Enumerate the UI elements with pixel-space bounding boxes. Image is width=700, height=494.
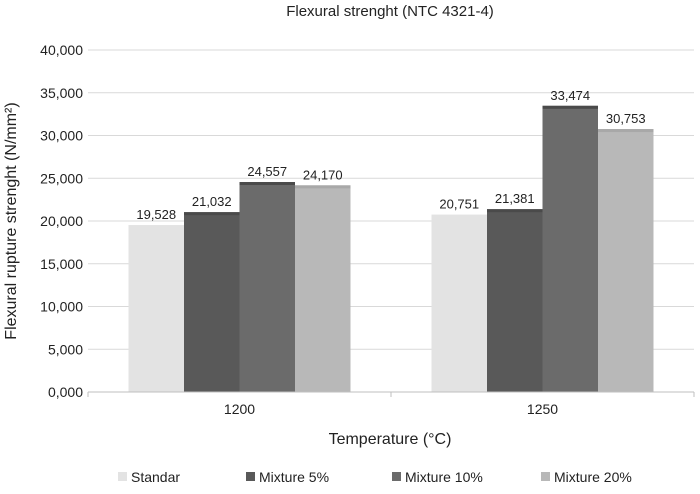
y-tick-label: 20,000 <box>40 213 83 229</box>
y-tick-label: 35,000 <box>40 85 83 101</box>
legend-swatch <box>392 472 401 481</box>
legend-label: Mixture 20% <box>554 469 632 485</box>
legend-label: Mixture 5% <box>259 469 329 485</box>
x-tick-label: 1250 <box>527 401 558 417</box>
bar-top <box>598 129 654 133</box>
bar <box>487 209 543 392</box>
bar-top <box>487 209 543 213</box>
data-label: 21,381 <box>495 191 535 206</box>
y-tick-label: 30,000 <box>40 128 83 144</box>
bar <box>542 105 598 392</box>
x-axis-label: Temperature (°C) <box>329 431 452 448</box>
legend-label: Mixture 10% <box>405 469 483 485</box>
data-labels: 19,528 21,032 24,557 24,170 20,751 21,381 33,4… <box>136 88 645 222</box>
y-tick-label: 15,000 <box>40 256 83 272</box>
bars <box>128 105 654 393</box>
y-tick-label: 0,000 <box>48 384 83 400</box>
bar-top <box>295 185 351 189</box>
bar-top <box>184 212 240 216</box>
x-tick-labels: 1200 1250 <box>87 392 695 417</box>
bar <box>431 214 487 392</box>
data-label: 30,753 <box>606 111 646 126</box>
bar <box>598 129 654 393</box>
data-label: 20,751 <box>439 197 479 212</box>
y-tick-label: 5,000 <box>48 341 83 357</box>
legend-swatch <box>118 472 127 481</box>
bar-top <box>239 182 295 186</box>
chart-title: Flexural strenght (NTC 4321-4) <box>286 3 494 20</box>
data-label: 24,170 <box>303 167 343 182</box>
bar <box>239 182 295 392</box>
y-tick-label: 40,000 <box>40 42 83 58</box>
y-tick-label: 10,000 <box>40 299 83 315</box>
data-label: 21,032 <box>192 194 232 209</box>
y-axis-label: Flexural rupture strenght (N/mm²) <box>3 102 20 339</box>
data-label: 19,528 <box>136 207 176 222</box>
legend-swatch <box>246 472 255 481</box>
y-tick-label: 25,000 <box>40 170 83 186</box>
bar-top <box>542 105 598 109</box>
bar <box>128 225 184 392</box>
legend-swatch <box>541 472 550 481</box>
legend: Standar Mixture 5% Mixture 10% Mixture 20% <box>118 469 632 485</box>
bar <box>184 212 240 392</box>
data-label: 24,557 <box>247 164 287 179</box>
x-tick-label: 1200 <box>224 401 255 417</box>
y-tick-labels: 0,000 5,000 10,000 15,000 20,000 25,000 30,000… <box>40 42 83 400</box>
data-label: 33,474 <box>550 88 590 103</box>
bar <box>295 185 351 392</box>
legend-label: Standar <box>131 469 180 485</box>
